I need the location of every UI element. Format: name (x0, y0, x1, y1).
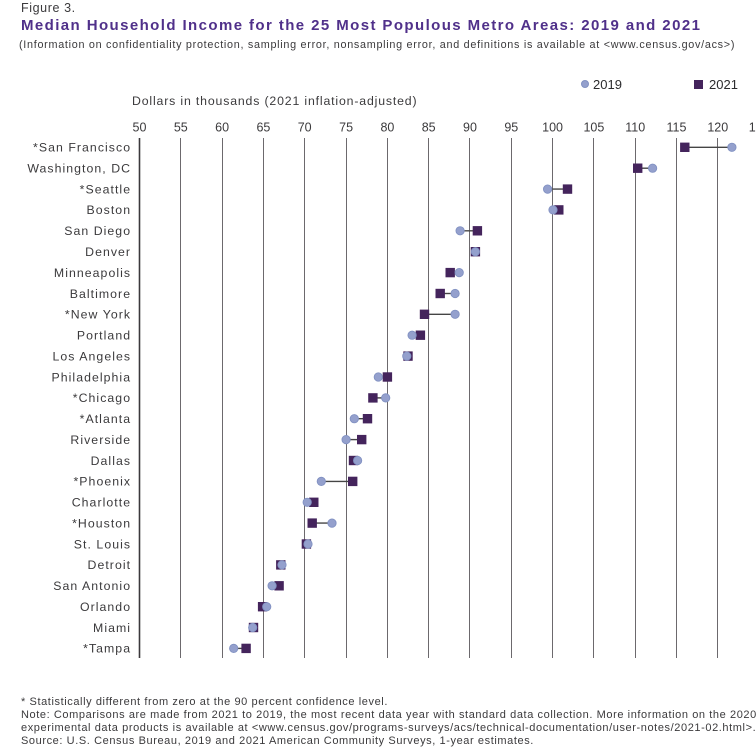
svg-text:Washington, DC: Washington, DC (27, 162, 131, 176)
svg-text:Philadelphia: Philadelphia (51, 370, 131, 384)
svg-text:105: 105 (583, 121, 604, 135)
svg-text:120: 120 (707, 121, 728, 135)
svg-text:Boston: Boston (87, 203, 132, 217)
svg-text:55: 55 (174, 121, 188, 135)
svg-text:115: 115 (667, 121, 687, 135)
svg-text:*Atlanta: *Atlanta (80, 412, 131, 426)
svg-text:*Chicago: *Chicago (73, 391, 131, 405)
svg-text:125: 125 (749, 121, 756, 135)
svg-text:Portland: Portland (77, 329, 131, 343)
svg-text:Detroit: Detroit (88, 558, 132, 572)
svg-text:San Diego: San Diego (64, 224, 131, 238)
svg-text:*Phoenix: *Phoenix (73, 475, 131, 489)
svg-text:*New York: *New York (65, 308, 131, 322)
svg-text:Orlando: Orlando (80, 600, 131, 614)
svg-text:50: 50 (133, 121, 147, 135)
svg-text:75: 75 (339, 121, 353, 135)
svg-text:95: 95 (504, 121, 518, 135)
svg-text:60: 60 (215, 121, 229, 135)
svg-text:*Seattle: *Seattle (80, 182, 131, 196)
svg-text:65: 65 (256, 121, 270, 135)
svg-text:70: 70 (298, 121, 312, 135)
svg-text:110: 110 (625, 121, 645, 135)
svg-text:85: 85 (422, 121, 436, 135)
svg-text:100: 100 (542, 121, 563, 135)
svg-text:90: 90 (463, 121, 477, 135)
svg-text:Dallas: Dallas (91, 454, 131, 468)
svg-text:Los Angeles: Los Angeles (53, 349, 132, 363)
svg-text:80: 80 (380, 121, 394, 135)
svg-text:*Houston: *Houston (72, 516, 131, 530)
svg-text:Miami: Miami (93, 621, 131, 635)
svg-text:Baltimore: Baltimore (70, 287, 131, 301)
svg-text:Riverside: Riverside (70, 433, 131, 447)
svg-text:*San Francisco: *San Francisco (33, 141, 131, 155)
svg-text:St. Louis: St. Louis (74, 537, 131, 551)
svg-text:San Antonio: San Antonio (53, 579, 131, 593)
svg-text:Charlotte: Charlotte (72, 496, 131, 510)
svg-text:*Tampa: *Tampa (83, 642, 131, 656)
svg-text:Denver: Denver (85, 245, 131, 259)
svg-text:Minneapolis: Minneapolis (54, 266, 131, 280)
